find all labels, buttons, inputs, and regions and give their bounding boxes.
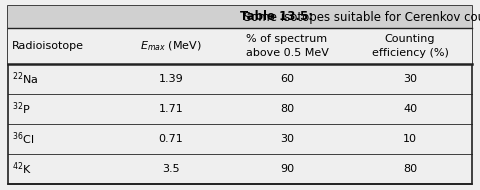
Text: 80: 80	[403, 164, 417, 174]
Text: Some isotopes suitable for Cerenkov counting: Some isotopes suitable for Cerenkov coun…	[240, 10, 480, 24]
Text: 30: 30	[403, 74, 417, 84]
Text: $E_{max}$ (MeV): $E_{max}$ (MeV)	[140, 39, 202, 53]
Text: $^{36}$Cl: $^{36}$Cl	[12, 131, 34, 147]
Text: 80: 80	[280, 104, 294, 114]
Text: % of spectrum
above 0.5 MeV: % of spectrum above 0.5 MeV	[246, 34, 328, 58]
Text: $^{42}$K: $^{42}$K	[12, 161, 32, 177]
Text: 3.5: 3.5	[162, 164, 180, 174]
Text: 1.39: 1.39	[158, 74, 183, 84]
Text: 90: 90	[280, 164, 294, 174]
Text: 10: 10	[403, 134, 417, 144]
Text: 0.71: 0.71	[158, 134, 183, 144]
Text: $^{32}$P: $^{32}$P	[12, 101, 31, 117]
Text: 1.71: 1.71	[158, 104, 183, 114]
Text: $^{22}$Na: $^{22}$Na	[12, 71, 38, 87]
Text: 30: 30	[280, 134, 294, 144]
Text: 60: 60	[280, 74, 294, 84]
Text: Radioisotope: Radioisotope	[12, 41, 84, 51]
Bar	[8, 6, 472, 28]
Text: Table 13.5:: Table 13.5:	[240, 10, 312, 24]
Text: Counting
efficiency (%): Counting efficiency (%)	[372, 34, 448, 58]
Text: 40: 40	[403, 104, 417, 114]
Bar	[8, 28, 472, 64]
